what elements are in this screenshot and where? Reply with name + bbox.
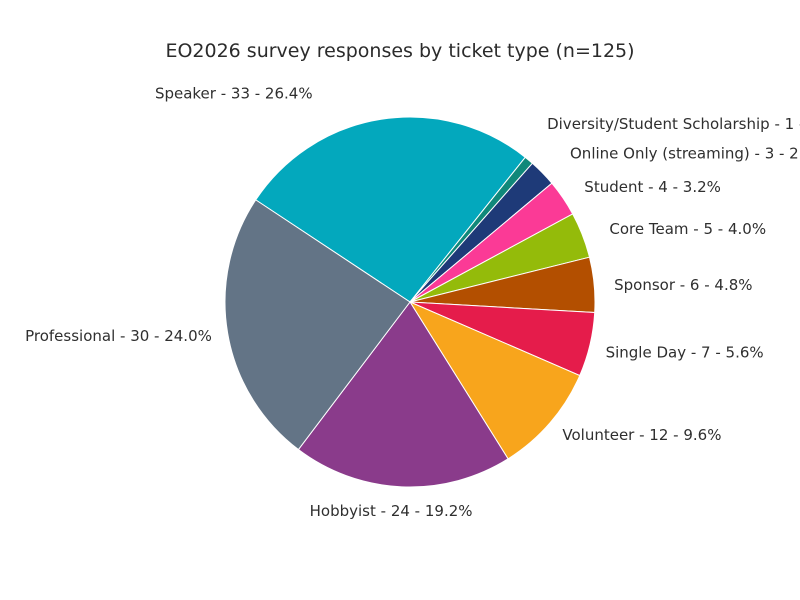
pie-slice-professional bbox=[224, 199, 411, 451]
slice-label-core-team: Core Team - 5 - 4.0% bbox=[609, 220, 766, 238]
slice-label-hobbyist: Hobbyist - 24 - 19.2% bbox=[310, 502, 473, 520]
slice-label-sponsor: Sponsor - 6 - 4.8% bbox=[614, 276, 752, 294]
slice-label-professional: Professional - 30 - 24.0% bbox=[25, 327, 212, 345]
slice-label-volunteer: Volunteer - 12 - 9.6% bbox=[562, 426, 721, 444]
pie-slice-speaker bbox=[255, 116, 526, 303]
slice-label-speaker: Speaker - 33 - 26.4% bbox=[155, 85, 313, 103]
pie-slice-volunteer bbox=[408, 300, 581, 460]
slice-label-single-day: Single Day - 7 - 5.6% bbox=[606, 343, 764, 361]
slices-layer bbox=[224, 116, 596, 488]
slice-label-student: Student - 4 - 3.2% bbox=[584, 178, 721, 196]
slice-label-online-only-streaming-: Online Only (streaming) - 3 - 2.4% bbox=[570, 145, 800, 163]
slice-label-diversity-student-scholarship: Diversity/Student Scholarship - 1 - 0.8% bbox=[547, 115, 800, 133]
chart-title: EO2026 survey responses by ticket type (… bbox=[165, 40, 635, 62]
labels-layer: Speaker - 33 - 26.4% Diversity/Student Sc… bbox=[25, 85, 800, 520]
pie-slice-hobbyist bbox=[297, 301, 509, 488]
